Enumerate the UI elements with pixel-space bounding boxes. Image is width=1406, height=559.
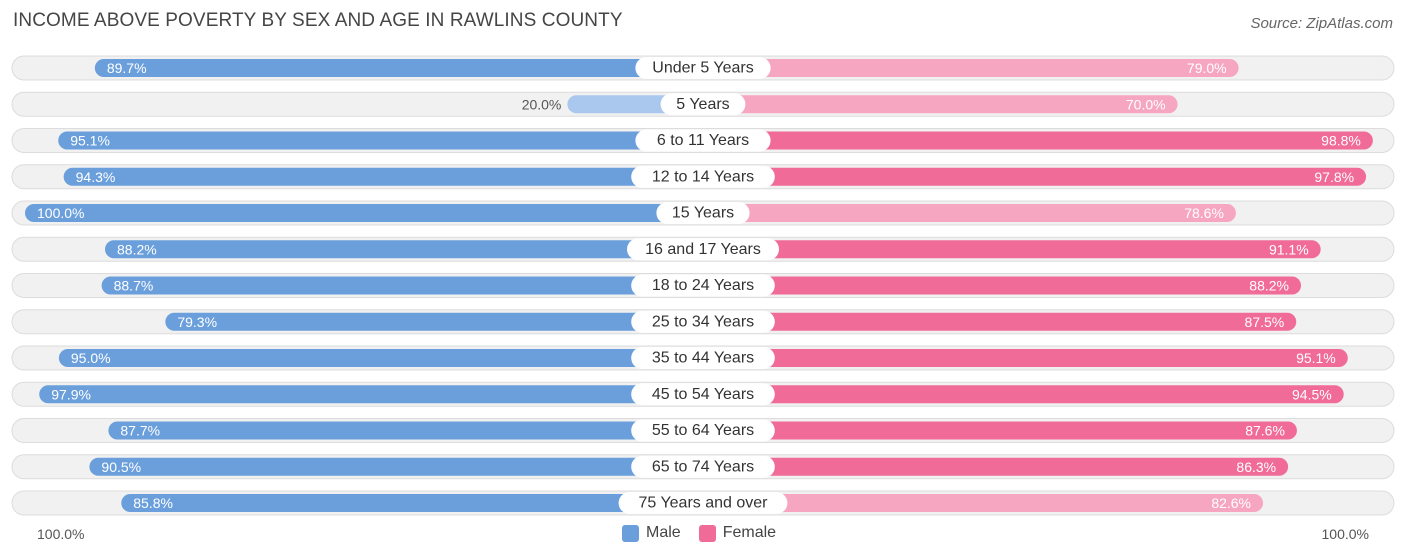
value-label-male: 89.7% xyxy=(107,60,147,76)
category-pill xyxy=(631,455,775,478)
bar-female xyxy=(703,276,1301,295)
category-label: 25 to 34 Years xyxy=(652,313,754,330)
bar-female xyxy=(703,131,1373,150)
category-label: 75 Years and over xyxy=(639,495,769,512)
bar-female xyxy=(703,167,1367,186)
chart-title: INCOME ABOVE POVERTY BY SEX AND AGE IN R… xyxy=(13,10,623,31)
value-label-female: 79.0% xyxy=(1187,60,1227,76)
bar-male xyxy=(89,457,703,476)
bar-female xyxy=(703,59,1239,77)
category-label: 65 to 74 Years xyxy=(652,458,754,475)
source-credit: Source: ZipAtlas.com xyxy=(1250,15,1393,32)
value-label-male: 95.0% xyxy=(71,350,111,366)
axis-label-right: 100.0% xyxy=(1321,526,1369,542)
bar-female xyxy=(703,204,1236,222)
bar-female xyxy=(703,385,1344,404)
value-label-male: 94.3% xyxy=(76,169,116,185)
value-label-female: 70.0% xyxy=(1126,96,1166,112)
value-label-male: 95.1% xyxy=(70,133,110,149)
legend-item-male[interactable]: Male xyxy=(622,524,681,542)
category-pill xyxy=(631,383,775,406)
category-label: 18 to 24 Years xyxy=(652,277,754,294)
category-label: Under 5 Years xyxy=(652,60,753,77)
legend-item-female[interactable]: Female xyxy=(698,524,777,542)
legend: Male Female xyxy=(622,524,794,542)
value-label-male: 79.3% xyxy=(177,314,217,330)
value-label-female: 97.8% xyxy=(1314,169,1354,185)
category-label: 5 Years xyxy=(676,96,729,113)
bar-male xyxy=(58,131,704,150)
category-label: 45 to 54 Years xyxy=(652,386,754,403)
value-label-female: 94.5% xyxy=(1292,386,1332,402)
axis-label-left: 100.0% xyxy=(37,526,85,542)
value-label-female: 87.6% xyxy=(1245,423,1285,439)
bar-male xyxy=(105,240,703,259)
bar-male xyxy=(108,421,704,440)
value-label-male: 88.7% xyxy=(114,278,154,294)
value-label-male: 97.9% xyxy=(51,386,91,402)
bar-female xyxy=(703,457,1289,476)
bar-male xyxy=(94,59,704,77)
category-label: 6 to 11 Years xyxy=(657,132,749,149)
bar-male xyxy=(165,312,703,331)
category-label: 12 to 14 Years xyxy=(652,168,754,185)
bar-female xyxy=(703,421,1297,440)
value-label-female: 87.5% xyxy=(1245,314,1285,330)
legend-swatch-female xyxy=(698,524,716,542)
category-label: 55 to 64 Years xyxy=(652,422,754,439)
bar-female xyxy=(703,95,1178,114)
bar-female xyxy=(703,312,1297,331)
chart-area: 89.7% 79.0% Under 5 Years 20.0% 70.0% 5 Years… xyxy=(11,55,1395,516)
bar-male xyxy=(39,385,704,404)
value-label-female: 91.1% xyxy=(1269,241,1309,257)
value-label-male: 100.0% xyxy=(37,205,84,221)
category-pill xyxy=(635,129,771,152)
value-label-female: 86.3% xyxy=(1236,459,1276,475)
category-pill xyxy=(660,93,746,116)
category-pill xyxy=(635,57,771,79)
bar-male xyxy=(58,349,703,367)
value-label-male: 85.8% xyxy=(133,495,173,511)
category-pill xyxy=(631,274,775,297)
category-pill xyxy=(627,238,779,261)
value-label-female: 78.6% xyxy=(1184,205,1224,221)
category-pill xyxy=(618,492,788,514)
value-label-female: 95.1% xyxy=(1296,350,1336,366)
legend-swatch-male xyxy=(622,524,639,542)
bar-male xyxy=(25,204,703,222)
value-label-female: 88.2% xyxy=(1249,278,1289,294)
legend-label-male: Male xyxy=(646,524,681,541)
bar-female xyxy=(703,349,1348,367)
value-label-female: 82.6% xyxy=(1211,495,1251,511)
value-label-male: 87.7% xyxy=(120,423,160,439)
bar-male xyxy=(63,167,704,186)
category-pill xyxy=(656,202,750,224)
bar-female xyxy=(703,240,1321,259)
bar-male xyxy=(121,494,703,512)
bar-female xyxy=(703,494,1264,512)
value-label-male: 90.5% xyxy=(101,459,141,475)
value-label-female: 98.8% xyxy=(1321,133,1361,149)
legend-label-female: Female xyxy=(722,524,777,541)
category-pill xyxy=(631,310,775,333)
bar-male xyxy=(101,276,703,295)
category-pill xyxy=(631,419,775,442)
value-label-male: 20.0% xyxy=(522,96,562,112)
value-label-male: 88.2% xyxy=(117,241,157,257)
category-label: 35 to 44 Years xyxy=(652,350,754,367)
category-pill xyxy=(631,347,775,369)
category-label: 16 and 17 Years xyxy=(645,241,761,258)
category-label: 15 Years xyxy=(672,205,734,222)
category-pill xyxy=(631,165,775,188)
